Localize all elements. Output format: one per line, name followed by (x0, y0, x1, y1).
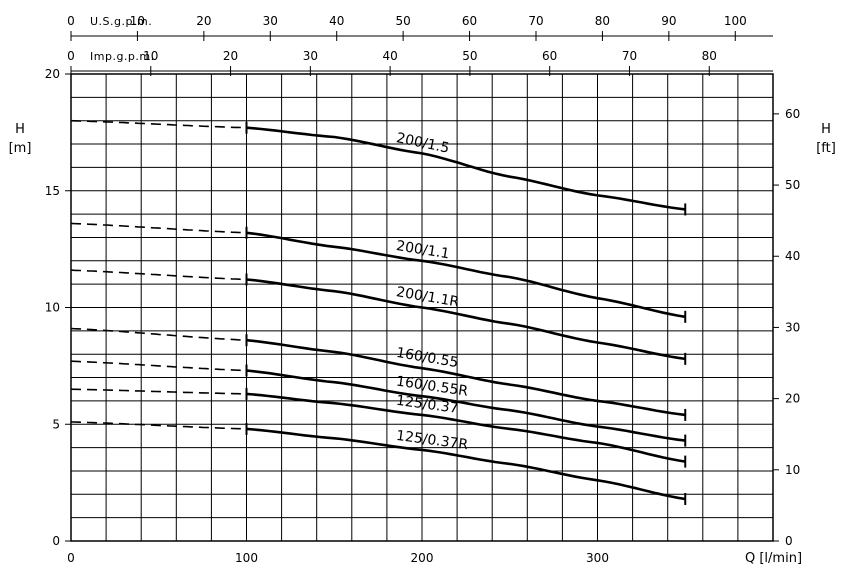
grid (70, 73, 774, 542)
y-left-tick-label: 5 (52, 417, 60, 431)
y-left-tick-label: 0 (52, 534, 60, 548)
x-tick-label: 300 (586, 551, 609, 565)
y-right-tick-label: 40 (785, 249, 800, 263)
y-right-tick-label: 30 (785, 320, 800, 334)
curve-label: 200/1.1R (395, 284, 460, 311)
curve-solid-segment (246, 392, 686, 463)
curve-dashed-segment (70, 360, 247, 372)
usgpm-tick-label: 100 (724, 14, 747, 28)
y-right-axis-unit: [ft] (816, 141, 836, 156)
x-tick-label: 0 (67, 551, 75, 565)
curves (70, 119, 687, 505)
y-right-tick-label: 10 (785, 463, 800, 477)
curve-label: 125/0.37R (395, 428, 469, 453)
usgpm-tick-label: 70 (528, 14, 543, 28)
curve-dashed-segment (70, 327, 247, 341)
usgpm-tick-label: 80 (595, 14, 610, 28)
y-right-tick-label: 20 (785, 392, 800, 406)
usgpm-tick-label: 0 (67, 14, 75, 28)
curve-solid-segment (246, 369, 686, 442)
impgpm-tick-label: 50 (462, 49, 477, 63)
usgpm-tick-label: 90 (661, 14, 676, 28)
y-left-tick-label: 15 (45, 184, 60, 198)
curve-dashed-segment (70, 269, 247, 281)
curve-solid-segment (246, 427, 686, 501)
impgpm-axis-label: Imp.g.p.m. (90, 50, 155, 63)
usgpm-tick-label: 20 (196, 14, 211, 28)
curve-dashed-segment (70, 119, 247, 129)
curve-dashed-segment (70, 421, 247, 430)
usgpm-tick-label: 10 (130, 14, 145, 28)
x-tick-label: 100 (235, 551, 258, 565)
y-left-axis-label: H (15, 122, 25, 137)
curve-solid-segment (246, 338, 686, 417)
y-right-axis-label: H (821, 122, 831, 137)
y-left-axis-unit: [m] (9, 141, 32, 156)
impgpm-tick-label: 40 (382, 49, 397, 63)
labels: 200/1.5200/1.1200/1.1R160/0.55160/0.55R1… (395, 130, 469, 453)
impgpm-tick-label: 10 (143, 49, 158, 63)
y-right-tick-label: 60 (785, 107, 800, 121)
impgpm-tick-label: 0 (67, 49, 75, 63)
impgpm-tick-label: 70 (622, 49, 637, 63)
curve-solid-segment (246, 278, 686, 361)
impgpm-tick-label: 80 (702, 49, 717, 63)
usgpm-tick-label: 50 (395, 14, 410, 28)
usgpm-tick-label: 30 (263, 14, 278, 28)
y-right-tick-label: 50 (785, 178, 800, 192)
impgpm-tick-label: 60 (542, 49, 557, 63)
usgpm-axis-label: U.S.g.p.m. (90, 15, 152, 28)
impgpm-tick-label: 30 (303, 49, 318, 63)
curve-dashed-segment (70, 222, 247, 234)
curve-solid-segment (246, 126, 686, 211)
y-left-tick-label: 20 (45, 67, 60, 81)
curve-solid-segment (246, 231, 686, 319)
x-tick-label: 200 (411, 551, 434, 565)
y-right-tick-label: 0 (785, 534, 793, 548)
usgpm-tick-label: 60 (462, 14, 477, 28)
axes: 0 100 200 300 Q [l/min]05101520H[m]010203040… (9, 14, 836, 566)
x-axis-label: Q [l/min] (745, 551, 802, 566)
impgpm-tick-label: 20 (223, 49, 238, 63)
usgpm-tick-label: 40 (329, 14, 344, 28)
y-left-tick-label: 10 (45, 301, 60, 315)
curve-dashed-segment (70, 388, 247, 395)
curve-label: 160/0.55 (395, 345, 459, 371)
